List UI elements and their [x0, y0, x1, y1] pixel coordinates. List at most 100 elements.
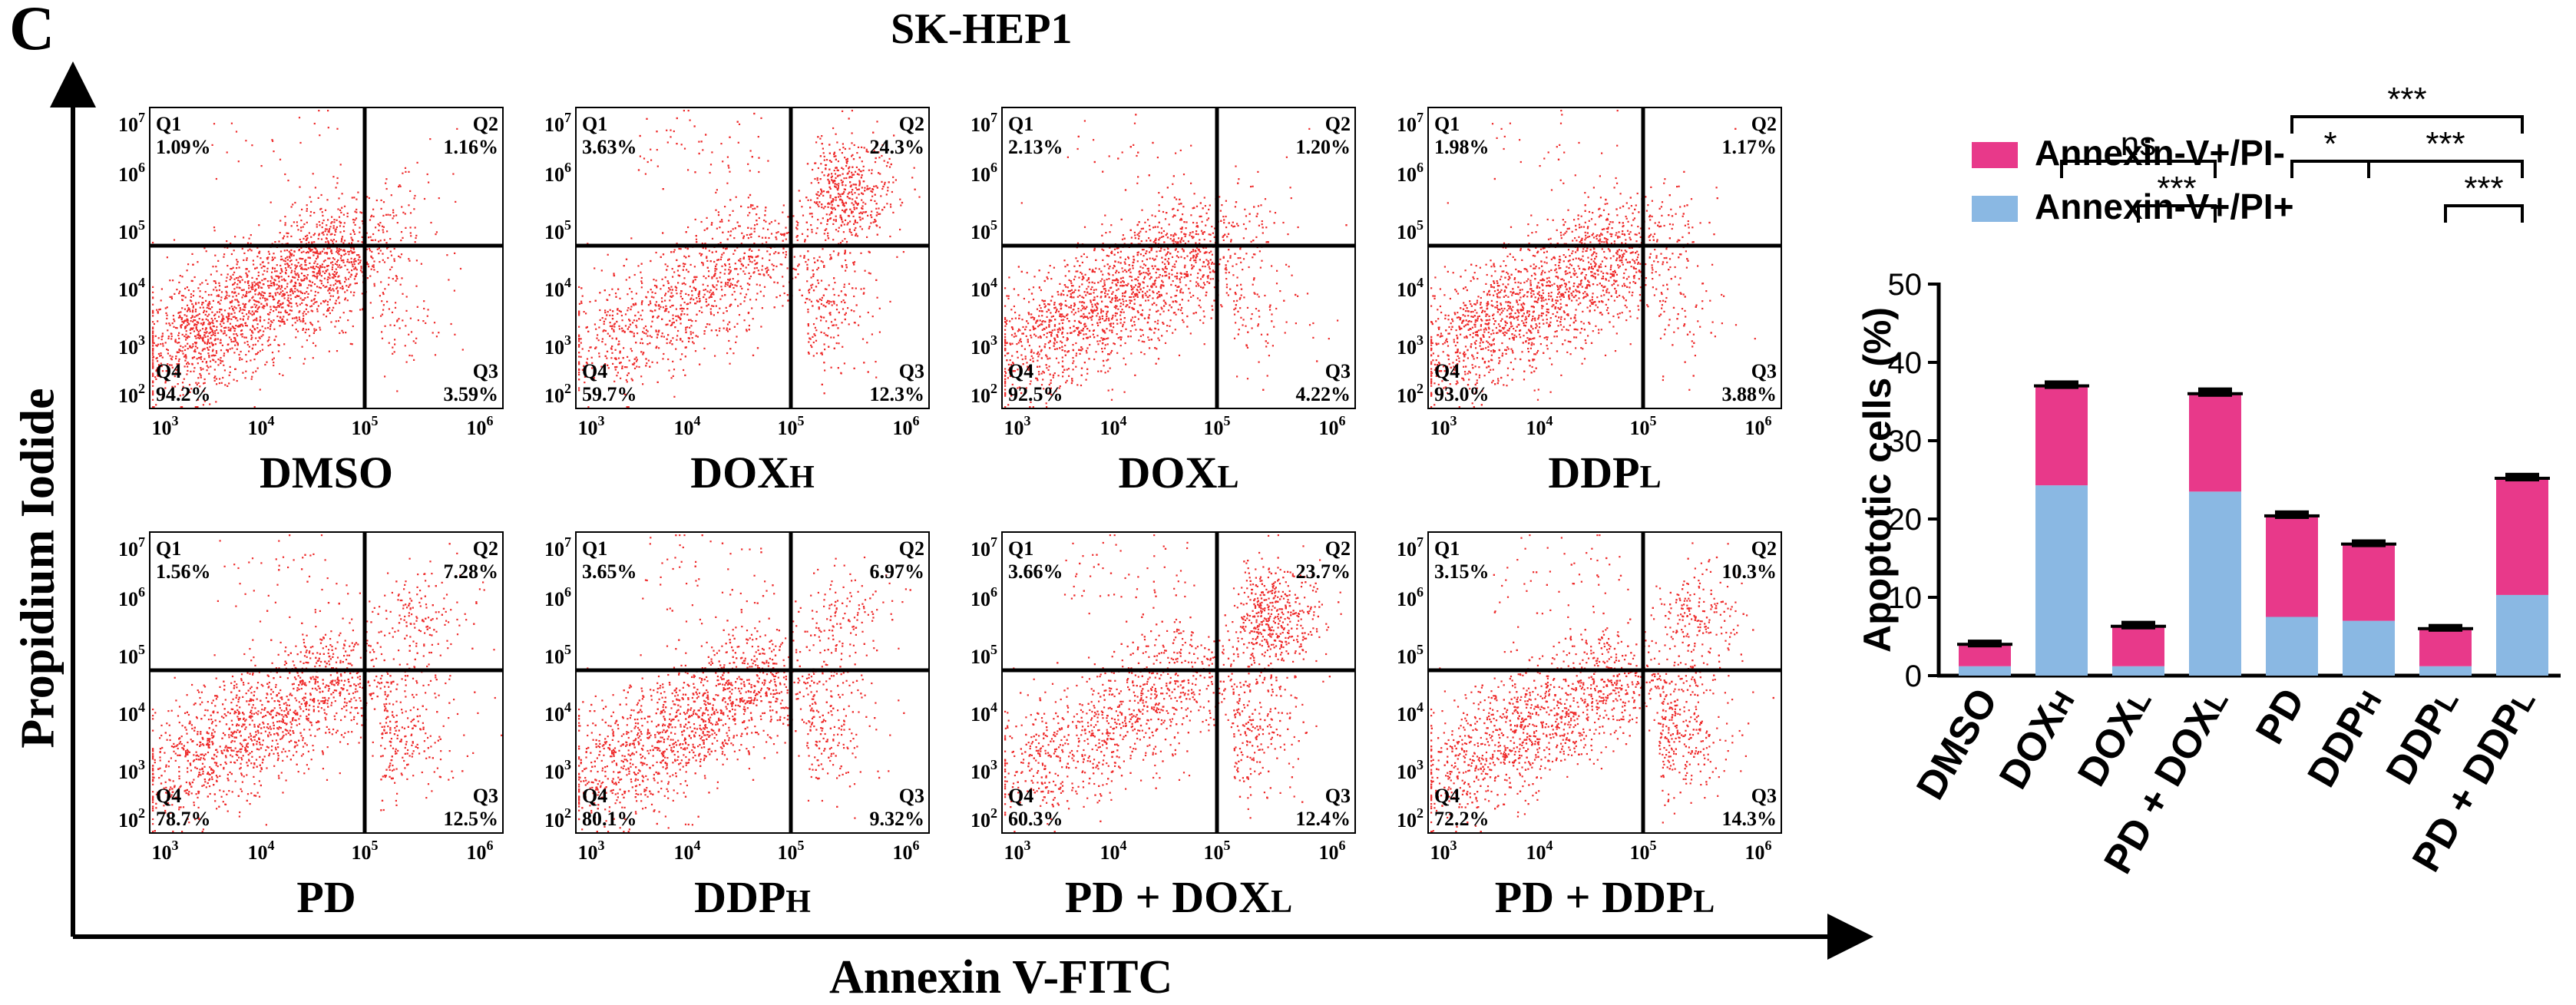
flow-panel-label: DOXH	[553, 447, 952, 498]
q3-value: 4.22%	[1296, 383, 1351, 405]
q2-value: 1.17%	[1722, 136, 1777, 158]
y-tick-label: 107	[1397, 534, 1424, 560]
x-tick-label: 105	[1204, 838, 1231, 864]
flow-label-main: DDP	[694, 872, 786, 922]
y-axis-title: Propidium Iodide	[12, 388, 64, 749]
x-tick-label: 103	[152, 413, 179, 439]
y-tick-label: 105	[544, 642, 571, 668]
q4-value: 60.3%	[1008, 808, 1063, 830]
q4-label: Q4	[1008, 360, 1033, 382]
y-tick-label: 106	[971, 160, 997, 186]
x-tick-label: 106	[467, 413, 494, 439]
q3-label: Q3	[899, 360, 924, 382]
q2-value: 23.7%	[1296, 560, 1351, 583]
flow-label-main: DOX	[690, 448, 790, 498]
y-tick-label: 103	[118, 332, 145, 359]
scatter-points	[152, 534, 503, 833]
x-tick-label: 104	[674, 413, 701, 439]
y-tick-label: 104	[1397, 275, 1424, 301]
x-tick-label: 103	[578, 838, 605, 864]
y-tick-label: 106	[1397, 584, 1424, 610]
flow-label-main: DMSO	[260, 448, 393, 498]
x-tick-label: 105	[1630, 413, 1657, 439]
flow-label-main: PD + DDP	[1494, 872, 1694, 922]
x-tick-label: 103	[578, 413, 605, 439]
y-tick-label: 104	[971, 699, 997, 726]
y-tick-label: 107	[118, 534, 145, 560]
y-tick-label: 107	[544, 110, 571, 136]
plot-frame	[1427, 107, 1782, 409]
q1-label: Q1	[1434, 537, 1460, 560]
q3-value: 9.32%	[870, 808, 925, 830]
y-tick-label: 105	[544, 217, 571, 243]
y-tick-label: 104	[1397, 699, 1424, 726]
y-tick-label: 105	[971, 642, 997, 668]
flow-label-main: PD	[296, 872, 356, 922]
y-tick-label: 102	[544, 805, 571, 831]
x-tick-label: 106	[1319, 413, 1346, 439]
y-tick-label: 103	[544, 757, 571, 783]
q3-label: Q3	[1751, 785, 1777, 807]
y-tick-label: 107	[1397, 110, 1424, 136]
y-tick-label: 105	[118, 217, 145, 243]
q3-value: 12.5%	[444, 808, 499, 830]
y-tick-label: 106	[1397, 160, 1424, 186]
x-tick-label: 103	[1430, 838, 1457, 864]
q3-label: Q3	[1751, 360, 1777, 382]
flow-label-main: DOX	[1118, 448, 1218, 498]
scatter-points	[1430, 534, 1774, 833]
q2-label: Q2	[1325, 113, 1351, 135]
plot-frame	[149, 531, 504, 834]
x-tick-label: 105	[778, 413, 805, 439]
x-tick-label: 104	[248, 838, 275, 864]
x-tick-label: 105	[352, 838, 379, 864]
q1-label: Q1	[1008, 537, 1033, 560]
q1-value: 1.56%	[156, 560, 211, 583]
flow-label-sub: L	[1693, 884, 1715, 920]
x-tick-label: 106	[467, 838, 494, 864]
q1-value: 3.15%	[1434, 560, 1490, 583]
flow-panel-label: PD + DOXL	[979, 871, 1378, 923]
q4-label: Q4	[582, 785, 607, 807]
y-tick-label: 107	[544, 534, 571, 560]
y-tick-label: 102	[971, 805, 997, 831]
q2-label: Q2	[899, 113, 924, 135]
y-tick-label: 104	[544, 275, 571, 301]
x-tick-label: 106	[893, 413, 920, 439]
flow-panel-label: DDPL	[1405, 447, 1804, 498]
q4-value: 72.2%	[1434, 808, 1490, 830]
q1-value: 3.65%	[582, 560, 637, 583]
x-tick-label: 106	[893, 838, 920, 864]
x-tick-label: 103	[1004, 413, 1031, 439]
q2-value: 6.97%	[870, 560, 925, 583]
q1-value: 1.09%	[156, 136, 211, 158]
x-tick-label: 104	[1526, 413, 1553, 439]
x-tick-label: 103	[152, 838, 179, 864]
q3-label: Q3	[473, 785, 498, 807]
q2-label: Q2	[1751, 113, 1777, 135]
scatter-points	[1004, 114, 1348, 408]
flow-plot-7: Q13.15%Q210.3%Q314.3%Q472.2%102103104105…	[1397, 531, 1782, 864]
q2-label: Q2	[473, 537, 498, 560]
x-tick-label: 103	[1004, 838, 1031, 864]
x-tick-label: 104	[1100, 838, 1127, 864]
q2-label: Q2	[1751, 537, 1777, 560]
y-tick-label: 106	[971, 584, 997, 610]
flow-label-sub: H	[785, 884, 811, 920]
q3-label: Q3	[1325, 360, 1351, 382]
y-tick-label: 104	[544, 699, 571, 726]
q4-label: Q4	[156, 785, 181, 807]
q1-label: Q1	[582, 537, 607, 560]
q4-label: Q4	[156, 360, 181, 382]
y-tick-label: 102	[118, 381, 145, 407]
flow-panel-label: PD	[127, 871, 526, 923]
q4-value: 94.2%	[156, 383, 211, 405]
plot-frame	[575, 107, 930, 409]
flow-label-main: PD + DOX	[1064, 872, 1271, 922]
y-tick-label: 103	[971, 757, 997, 783]
y-tick-label: 103	[971, 332, 997, 359]
